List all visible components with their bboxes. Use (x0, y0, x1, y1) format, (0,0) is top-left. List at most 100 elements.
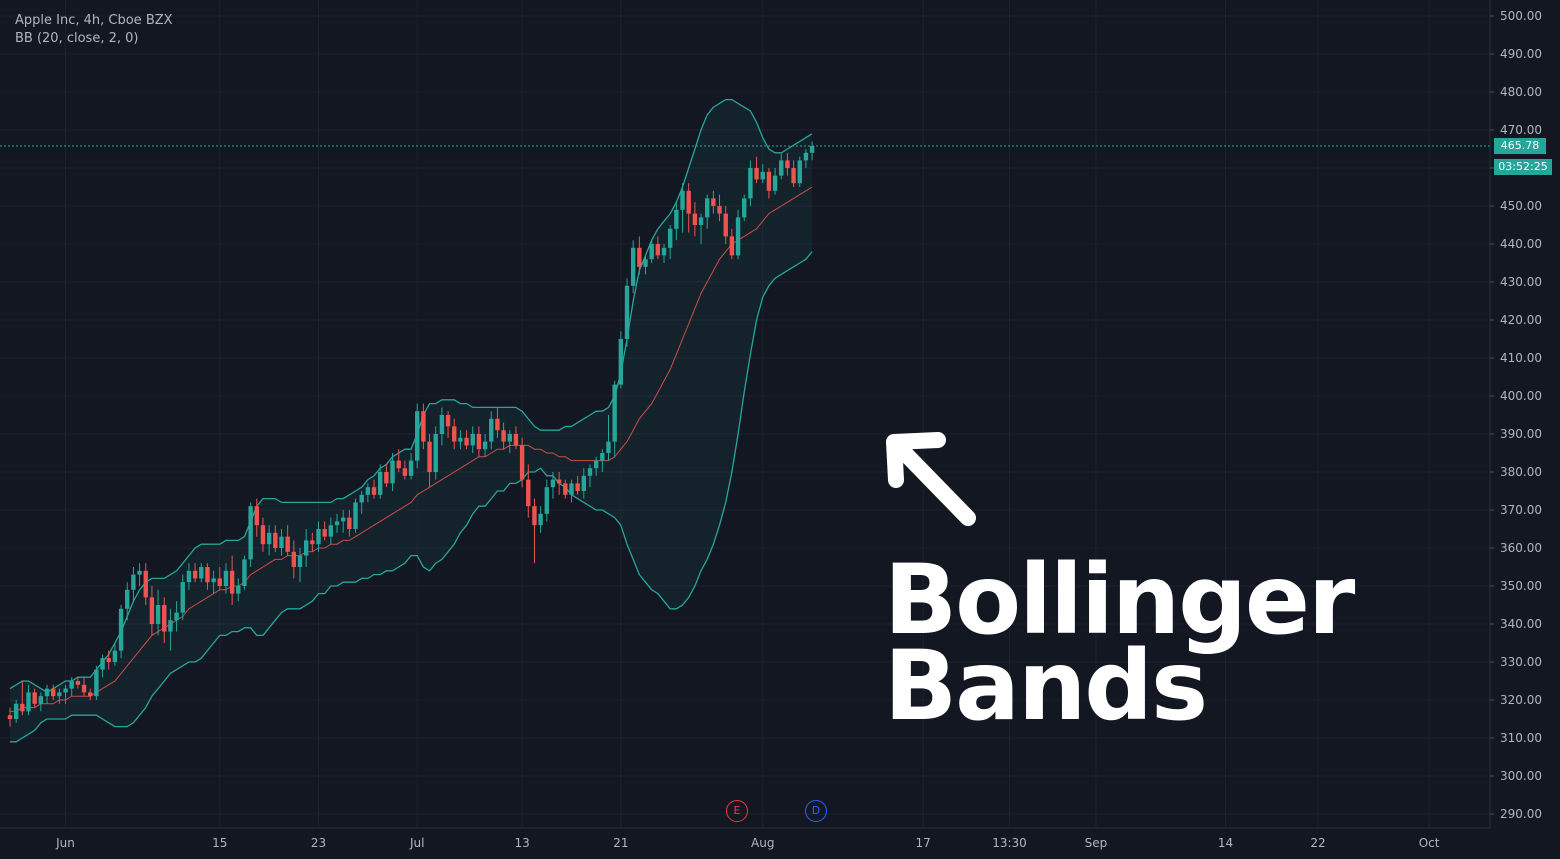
last-price-label: 465.78 (1494, 138, 1546, 155)
price-tick-label: 450.00 (1500, 199, 1542, 213)
candle (779, 152, 784, 180)
candle (526, 464, 531, 518)
candle (211, 570, 216, 594)
price-tick-label: 420.00 (1500, 313, 1542, 327)
candle (717, 194, 722, 222)
candle (260, 517, 266, 552)
price-tick-label: 300.00 (1500, 769, 1542, 783)
price-tick-label: 490.00 (1500, 47, 1542, 61)
candle (470, 426, 475, 453)
candle (655, 236, 661, 260)
candle (242, 555, 247, 590)
candle (26, 684, 31, 716)
candle (328, 517, 334, 545)
candle (661, 244, 667, 263)
price-tick-label: 410.00 (1500, 351, 1542, 365)
candle (205, 563, 210, 590)
indicator-legend[interactable]: BB (20, close, 2, 0) (15, 31, 139, 46)
candle (729, 228, 735, 260)
candle (575, 475, 580, 495)
earnings-event-marker[interactable]: E (726, 800, 748, 822)
candle (131, 567, 136, 602)
candle (7, 707, 13, 727)
candle (680, 183, 685, 233)
candle (513, 426, 519, 450)
time-tick-label: 13 (514, 836, 529, 850)
candle (217, 567, 222, 590)
candle (563, 479, 568, 499)
candle (81, 677, 87, 697)
candle (711, 190, 716, 214)
price-tick-label: 360.00 (1500, 541, 1542, 555)
candle (353, 498, 358, 533)
time-tick-label: Sep (1085, 836, 1108, 850)
candle (279, 529, 284, 556)
candle (581, 468, 587, 499)
candle (340, 510, 346, 533)
candle (236, 578, 241, 602)
candle (347, 510, 352, 537)
candle (162, 597, 167, 643)
price-tick-label: 370.00 (1500, 503, 1542, 517)
candle (495, 407, 500, 438)
candle (186, 563, 192, 590)
candle (88, 688, 93, 700)
candle (94, 665, 99, 700)
candle (266, 525, 272, 556)
candle (569, 479, 574, 503)
time-tick-label: 22 (1310, 836, 1325, 850)
candle (501, 422, 506, 450)
candle (698, 213, 704, 244)
candle (624, 278, 630, 347)
symbol-title: Apple Inc, 4h, Cboe BZX (15, 13, 173, 28)
price-tick-label: 480.00 (1500, 85, 1542, 99)
candle (125, 582, 130, 621)
bollinger-band-fill (10, 99, 813, 742)
bollinger-lower-band (10, 251, 813, 743)
price-tick-label: 440.00 (1500, 237, 1542, 251)
candle (174, 601, 179, 632)
candle (587, 464, 593, 488)
time-tick-label: Jul (409, 836, 424, 850)
candle (285, 525, 290, 556)
time-tick-label: Aug (751, 836, 774, 850)
price-tick-label: 320.00 (1500, 693, 1542, 707)
candle (464, 430, 469, 450)
dividend-event-marker[interactable]: D (805, 800, 827, 822)
time-tick-label: 23 (311, 836, 326, 850)
time-axis[interactable]: Jun 15 23 Jul 13 21 Aug 17 13:30 Sep 14 22 Oct (0, 827, 1490, 850)
candle (593, 456, 599, 476)
price-axis[interactable]: 500.00490.00480.00470.00460.00450.00440.… (1489, 0, 1542, 828)
candle (507, 430, 512, 453)
candle (766, 168, 772, 199)
candle (334, 513, 340, 533)
candle (384, 464, 389, 488)
candle (378, 464, 383, 499)
candle (686, 183, 691, 233)
candle (618, 331, 624, 389)
candle (155, 589, 161, 636)
candle (556, 472, 562, 495)
candle (705, 194, 710, 229)
candle (600, 449, 605, 472)
price-tick-label: 290.00 (1500, 807, 1542, 821)
candle (38, 692, 44, 712)
candle (791, 160, 796, 187)
candle (735, 209, 741, 260)
candle (180, 574, 185, 621)
candle (723, 206, 728, 244)
bar-countdown-label: 03:52:25 (1494, 159, 1552, 176)
candle (643, 255, 648, 275)
candle (439, 407, 445, 446)
candle (229, 555, 235, 605)
candle (452, 418, 457, 450)
candle (606, 415, 611, 461)
price-tick-label: 310.00 (1500, 731, 1542, 745)
candle (20, 681, 25, 716)
candle (748, 160, 753, 206)
price-tick-label: 430.00 (1500, 275, 1542, 289)
candle (310, 532, 315, 552)
candle (396, 449, 401, 472)
candle (149, 586, 155, 636)
